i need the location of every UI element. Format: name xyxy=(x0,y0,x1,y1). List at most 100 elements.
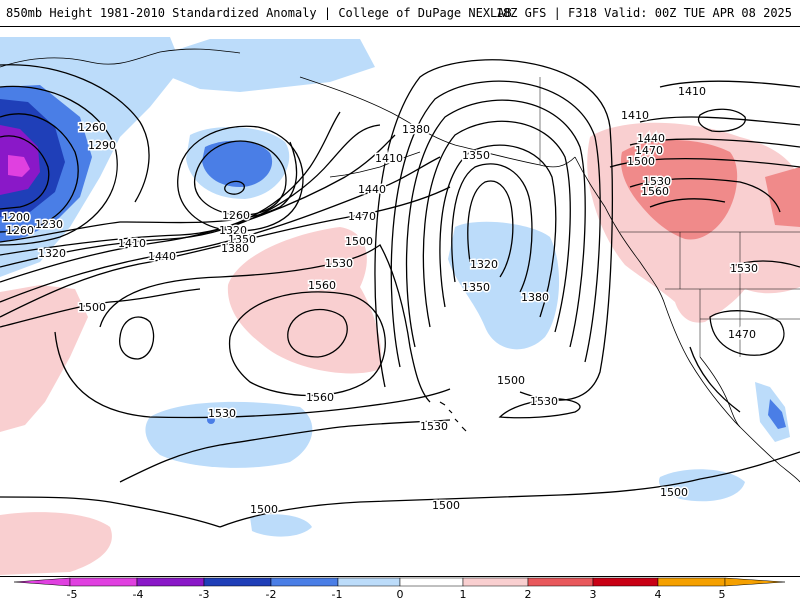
contour-label: 1560 xyxy=(306,391,334,404)
contour-label: 1500 xyxy=(345,235,373,248)
contour-trough-1440 xyxy=(405,99,586,348)
contour-1500-southwest xyxy=(0,496,221,528)
anomaly-neg1-southeast xyxy=(658,469,745,502)
anomaly-pos1-central-pacific xyxy=(227,227,382,374)
contour-1530-southwest-us xyxy=(729,260,800,268)
contour-trough-1410 xyxy=(422,120,571,333)
contour-label: 1500 xyxy=(660,486,688,499)
map-panel: 1260 1290 1200 1230 1260 1320 1410 1440 … xyxy=(0,26,800,577)
contour-trough-1380 xyxy=(439,144,557,318)
contour-label: 1470 xyxy=(348,210,376,223)
coastline-aleutians xyxy=(329,151,421,178)
contour-label: 1440 xyxy=(148,250,176,263)
anomaly-neg1-south-patch xyxy=(250,514,312,537)
anomaly-neg2-aleutian xyxy=(202,140,273,187)
contour-label: 1530 xyxy=(420,420,448,433)
contour-siberia-ring-1 xyxy=(0,113,79,233)
contour-1260-arc xyxy=(0,64,150,203)
contour-label: 1320 xyxy=(219,224,247,237)
contour-siberia-ring-3 xyxy=(0,85,118,246)
contour-1560-northeast xyxy=(649,198,726,208)
contour-1500-band xyxy=(54,331,451,419)
anomaly-pos1-southwest xyxy=(0,512,112,575)
colorbar-tick-label: 4 xyxy=(655,588,662,600)
contour-label: 1470 xyxy=(635,144,663,157)
colorbar-swatch-pos2 xyxy=(462,577,529,587)
contour-1500-southwest-us xyxy=(689,346,741,413)
anomaly-neg1-arctic xyxy=(170,39,375,92)
contour-1440 xyxy=(0,156,441,303)
colorbar-tick-label: -3 xyxy=(199,588,210,600)
contour-trough-1320 xyxy=(467,180,514,278)
anomaly-neg2-mexico xyxy=(768,399,786,429)
coastline-baja xyxy=(699,356,741,428)
contour-1380 xyxy=(0,124,381,268)
contour-label: 1260 xyxy=(78,121,106,134)
contour-1470 xyxy=(0,186,451,318)
contour-trough-1500 xyxy=(374,59,613,401)
contour-1500-west xyxy=(0,288,201,328)
contour-low-ring-2 xyxy=(177,125,304,232)
colorbar-tick-label: 0 xyxy=(397,588,404,600)
colorbar-canvas: -5 -4 -3 -2 -1 0 1 2 3 4 5 xyxy=(13,577,786,600)
colorbar-tick-labels: -5 -4 -3 -2 -1 0 1 2 3 4 5 xyxy=(67,588,726,600)
coastline-siberia xyxy=(0,48,241,68)
contour-label: 1500 xyxy=(78,301,106,314)
colorbar-tick-label: 3 xyxy=(590,588,597,600)
contour-low-center xyxy=(224,180,245,195)
contour-1530-band xyxy=(99,244,431,403)
contour-label: 1500 xyxy=(627,155,655,168)
contour-label: 1260 xyxy=(6,224,34,237)
contour-low-ring-1 xyxy=(193,140,287,216)
contour-trough-1350 xyxy=(451,163,533,293)
colorbar-tick-label: -5 xyxy=(67,588,78,600)
contour-trough-1470 xyxy=(390,80,601,368)
contour-label: 1530 xyxy=(730,262,758,275)
colorbar-tick-label: -2 xyxy=(266,588,277,600)
contour-1530-small-loop xyxy=(498,398,581,419)
contour-1410-northeast xyxy=(659,80,800,88)
contour-1530-west-ring xyxy=(119,316,155,360)
contour-label: 1530 xyxy=(325,257,353,270)
colorbar-swatch-pos5 xyxy=(657,577,726,587)
contour-label: 1440 xyxy=(637,132,665,145)
contour-label: 1350 xyxy=(462,149,490,162)
anomaly-neg1-hawaii xyxy=(145,401,313,468)
colorbar-swatch-pos4 xyxy=(592,577,659,587)
model-run-info: 18Z GFS | F318 Valid: 00Z TUE APR 08 202… xyxy=(495,6,792,20)
colorbar-cap-left xyxy=(13,577,71,587)
colorbar-tick-label: -1 xyxy=(332,588,343,600)
contour-label: 1560 xyxy=(308,279,336,292)
negative-anomaly-shading xyxy=(0,37,790,537)
contour-1500-northeast xyxy=(609,158,800,168)
colorbar-tick-label: 2 xyxy=(525,588,532,600)
colorbar-tick-label: -4 xyxy=(133,588,144,600)
anomaly-colorbar: -5 -4 -3 -2 -1 0 1 2 3 4 5 xyxy=(0,577,800,600)
contour-siberia-ring-2 xyxy=(0,135,50,210)
anomaly-neg5-siberia xyxy=(8,155,30,177)
anomaly-pos1-west xyxy=(0,285,88,432)
contour-label: 1380 xyxy=(221,242,249,255)
contour-label: 1500 xyxy=(432,499,460,512)
map-title: 850mb Height 1981-2010 Standardized Anom… xyxy=(6,6,512,20)
colorbar-tick-label: 5 xyxy=(719,588,726,600)
contour-1470-southwest-us xyxy=(709,310,785,356)
contour-1350 xyxy=(0,111,341,256)
colorbar-cap-right xyxy=(724,577,786,587)
colorbar-swatches xyxy=(13,577,786,587)
contour-label: 1440 xyxy=(358,183,386,196)
contour-label: 1290 xyxy=(88,139,116,152)
colorbar-swatch-neg4 xyxy=(136,577,205,587)
colorbar-swatch-neg5 xyxy=(69,577,138,587)
contour-label: 1470 xyxy=(728,328,756,341)
contour-label: 1530 xyxy=(208,407,236,420)
contour-label: 1410 xyxy=(118,237,146,250)
contour-label: 1350 xyxy=(462,281,490,294)
contour-1530-northeast xyxy=(629,178,781,213)
hawaii-islands xyxy=(439,401,467,432)
contour-label: 1410 xyxy=(678,85,706,98)
anomaly-pos2-north-america xyxy=(620,139,738,240)
contour-label: 1200 xyxy=(2,211,30,224)
contour-label: 1320 xyxy=(38,247,66,260)
map-canvas: 1260 1290 1200 1230 1260 1320 1410 1440 … xyxy=(0,37,800,575)
